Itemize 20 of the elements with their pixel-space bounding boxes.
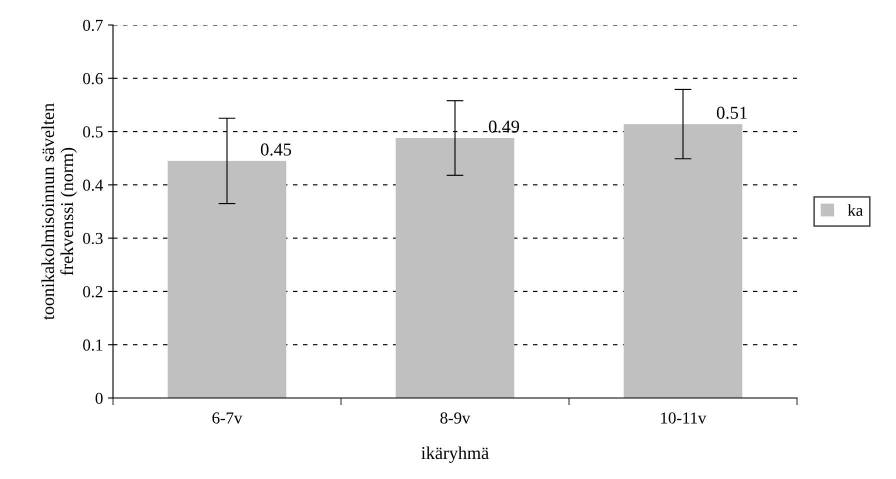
x-tick-label: 8-9v	[440, 412, 470, 424]
y-tick-label: 0.3	[83, 232, 103, 244]
y-tick-label: 0.7	[83, 20, 103, 32]
y-tick-label: 0	[96, 392, 103, 404]
y-tick-label: 0.2	[83, 286, 102, 298]
y-tick-label: 0.1	[83, 339, 102, 351]
y-tick-label: 0.5	[83, 126, 103, 138]
bar	[396, 138, 514, 398]
x-axis-title: ikäryhmä	[421, 446, 489, 463]
bar	[168, 160, 286, 398]
data-label: 0.45	[260, 143, 292, 156]
y-tick-label: 0.4	[83, 180, 104, 191]
x-tick-label: 10-11v	[661, 412, 706, 424]
x-tick-label: 6-7v	[212, 412, 242, 424]
y-tick-label: 0.6	[83, 72, 103, 84]
bar	[624, 124, 742, 398]
legend-label: ka	[848, 204, 863, 216]
data-label: 0.51	[716, 106, 747, 119]
data-label: 0.49	[488, 120, 520, 133]
y-axis-title: toonikakolmisoinnun sävelten frekvenssi (norm)	[41, 103, 77, 320]
